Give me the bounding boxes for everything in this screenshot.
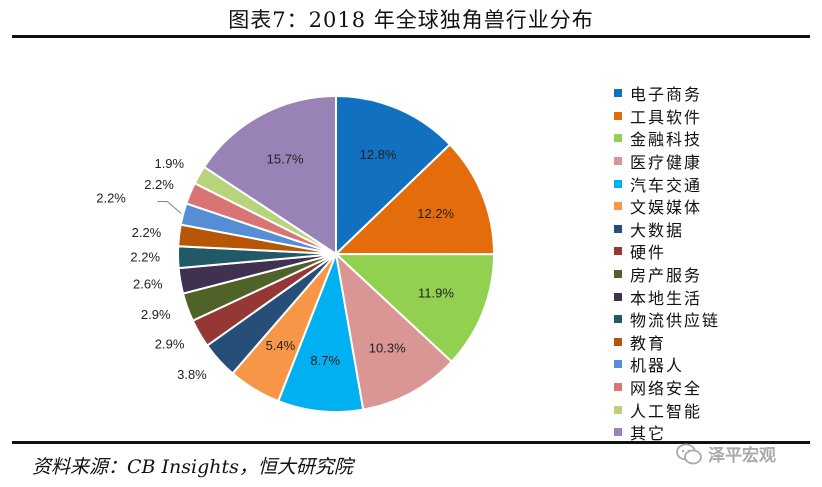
legend-item: 其它 (614, 421, 720, 444)
wechat-icon (676, 443, 702, 464)
legend-item: 房产服务 (614, 263, 720, 286)
legend-label: 医疗健康 (630, 153, 703, 173)
legend-swatch (614, 428, 622, 437)
pie-slice (276, 250, 365, 413)
slice-leader-line (157, 200, 182, 214)
legend-label: 大数据 (630, 220, 685, 240)
legend-item: 文娱媒体 (614, 195, 720, 218)
slice-data-label: 11.9% (418, 285, 454, 300)
legend-item: 机器人 (614, 353, 720, 376)
source-note: 资料来源：CB Insights，恒大研究院 (32, 456, 353, 478)
pie-slice (334, 251, 454, 411)
slice-data-label: 2.2% (144, 177, 174, 192)
legend-swatch (614, 247, 622, 256)
legend-swatch (614, 360, 622, 369)
legend-item: 物流供应链 (614, 308, 720, 331)
legend-label: 房产服务 (630, 266, 703, 286)
legend-label: 汽车交通 (630, 175, 703, 195)
legend-swatch (614, 405, 622, 414)
legend-swatch (614, 224, 622, 233)
legend-item: 工具软件 (614, 105, 720, 128)
slice-data-label: 12.8% (360, 147, 397, 162)
legend-item: 教育 (614, 331, 720, 354)
legend-label: 人工智能 (630, 401, 703, 421)
legend-swatch (614, 111, 622, 120)
legend-label: 金融科技 (630, 130, 703, 150)
slice-data-label: 12.2% (417, 206, 454, 221)
legend-swatch (614, 315, 622, 324)
slice-data-label: 2.6% (133, 277, 163, 292)
legend-label: 硬件 (630, 243, 667, 263)
pie-slice (333, 252, 496, 364)
legend: 电子商务 工具软件金融科技医疗健康 汽车交通文娱媒体 大数据硬件房产服务 本地生活物流供… (614, 82, 720, 444)
pie-slice (333, 143, 496, 256)
legend-swatch (614, 134, 622, 143)
pie-chart: 12.8% 12.2% 11.9% 10.3% 8.7% 5.4% 3.8% 2.9% 2.9%… (96, 94, 496, 413)
slice-data-label: 2.2% (132, 225, 162, 240)
legend-swatch (614, 202, 622, 211)
bottom-rule (12, 441, 810, 444)
slice-data-label: 1.9% (154, 156, 184, 171)
slice-data-label: 15.7% (267, 151, 304, 166)
slice-data-label: 8.7% (310, 353, 340, 368)
legend-item: 金融科技 (614, 127, 720, 150)
slice-data-label: 2.2% (96, 190, 126, 205)
pie-slice (202, 94, 337, 256)
watermark: 泽平宏观 (676, 441, 776, 466)
slice-data-label: 2.9% (141, 307, 171, 322)
slice-data-label: 10.3% (369, 340, 406, 355)
legend-label: 工具软件 (630, 107, 703, 127)
legend-label: 机器人 (630, 356, 685, 376)
legend-label: 文娱媒体 (630, 198, 703, 218)
legend-swatch (614, 383, 622, 392)
legend-item: 硬件 (614, 240, 720, 263)
legend-swatch (614, 89, 622, 98)
legend-swatch (614, 337, 622, 346)
legend-item: 本地生活 (614, 285, 720, 308)
slice-data-label: 2.9% (155, 336, 185, 351)
slice-data-label: 2.2% (130, 250, 160, 265)
legend-item: 大数据 (614, 218, 720, 241)
legend-item: 电子商务 (614, 82, 720, 105)
legend-item: 网络安全 (614, 376, 720, 399)
legend-label: 网络安全 (630, 379, 703, 399)
legend-label: 物流供应链 (630, 311, 721, 331)
chart-title: 图表7：2018 年全球独角兽行业分布 (228, 8, 594, 32)
slice-data-label: 5.4% (266, 338, 296, 353)
legend-item: 医疗健康 (614, 150, 720, 173)
legend-label: 本地生活 (630, 288, 703, 308)
legend-swatch (614, 270, 622, 279)
legend-swatch (614, 179, 622, 188)
legend-swatch (614, 157, 622, 166)
legend-label: 教育 (630, 333, 667, 353)
slice-data-label: 3.8% (177, 367, 207, 382)
pie-slice (335, 94, 452, 257)
watermark-text: 泽平宏观 (708, 446, 776, 466)
legend-item: 汽车交通 (614, 172, 720, 195)
top-rule (12, 35, 810, 38)
legend-label: 电子商务 (630, 85, 703, 105)
legend-label: 其它 (630, 424, 667, 444)
legend-swatch (614, 292, 622, 301)
legend-item: 人工智能 (614, 398, 720, 421)
